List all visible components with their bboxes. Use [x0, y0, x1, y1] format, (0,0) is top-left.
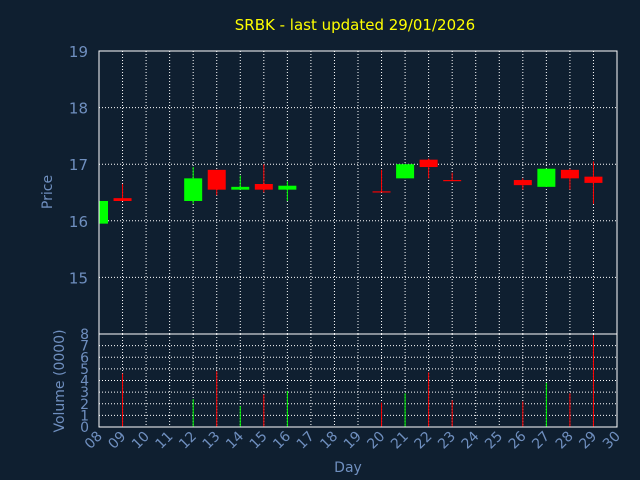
x-tick-label: 26	[506, 428, 530, 452]
volume-tick-label: 3	[80, 385, 89, 401]
x-tick-label: 29	[576, 429, 600, 453]
candle-body	[207, 169, 226, 190]
candle-body	[372, 191, 391, 193]
x-tick-label: 15	[247, 429, 271, 453]
volume-tick-label: 0	[80, 420, 89, 436]
candle-body	[99, 200, 108, 224]
x-tick-label: 27	[529, 429, 553, 453]
x-tick-label: 28	[553, 429, 577, 453]
price-tick-label: 16	[69, 213, 88, 231]
x-tick-label: 21	[388, 429, 412, 453]
price-tick-label: 17	[69, 156, 88, 174]
x-tick-label: 20	[364, 429, 388, 453]
y-tick-labels: 15 16 17 18 19	[69, 43, 88, 287]
candle-body	[537, 168, 556, 187]
chart-title: SRBK - last updated 29/01/2026	[235, 16, 475, 34]
x-axis-label: Day	[334, 460, 362, 476]
x-tick-label: 11	[153, 429, 177, 453]
candle-body	[443, 180, 462, 182]
candle-body	[231, 186, 250, 190]
price-tick-label: 19	[69, 43, 88, 61]
x-tick-labels: 08 09 10 11 12 13 14 15 16 17 18 19 20 21 22 23 24 25 26 27…	[82, 428, 624, 452]
volume-tick-label: 7	[80, 339, 89, 355]
volume-bars	[122, 335, 594, 427]
x-tick-label: 18	[317, 429, 341, 453]
volume-tick-label: 2	[80, 397, 89, 413]
candle-body	[419, 159, 438, 168]
volume-tick-label: 6	[80, 350, 89, 366]
candle-body	[254, 184, 273, 190]
volume-tick-label: 4	[80, 374, 89, 390]
candle-body	[184, 178, 203, 201]
candle-body	[113, 198, 132, 201]
volume-tick-label: 8	[80, 327, 89, 343]
volume-axis-label: Volume (0000)	[52, 329, 68, 432]
x-tick-label: 25	[482, 429, 506, 453]
volume-tick-label: 1	[80, 408, 89, 424]
price-tick-label: 15	[69, 269, 88, 287]
x-tick-label: 13	[200, 429, 224, 453]
x-tick-label: 12	[176, 429, 200, 453]
x-tick-label: 22	[412, 429, 436, 453]
plot-frames	[98, 50, 618, 428]
candle-body	[278, 185, 297, 190]
candle-body	[396, 164, 415, 179]
volume-grid	[99, 333, 617, 428]
candle-body	[584, 176, 603, 183]
volume-frame	[98, 333, 618, 428]
price-grid	[99, 50, 617, 334]
x-tick-label: 16	[270, 428, 294, 452]
price-axis-label: Price	[40, 175, 56, 209]
candles	[98, 158, 603, 224]
x-tick-label: 14	[223, 428, 247, 452]
x-tick-label: 19	[341, 429, 365, 453]
x-tick-label: 17	[294, 429, 318, 453]
candle-body	[513, 180, 532, 186]
x-tick-label: 24	[459, 428, 483, 452]
price-tick-label: 18	[69, 100, 88, 118]
candle-body	[560, 169, 579, 179]
x-tick-label: 23	[435, 429, 459, 453]
x-tick-label: 10	[129, 429, 153, 453]
volume-tick-label: 5	[80, 362, 89, 378]
x-tick-label: 09	[105, 429, 129, 453]
x-tick-label: 30	[600, 429, 624, 453]
